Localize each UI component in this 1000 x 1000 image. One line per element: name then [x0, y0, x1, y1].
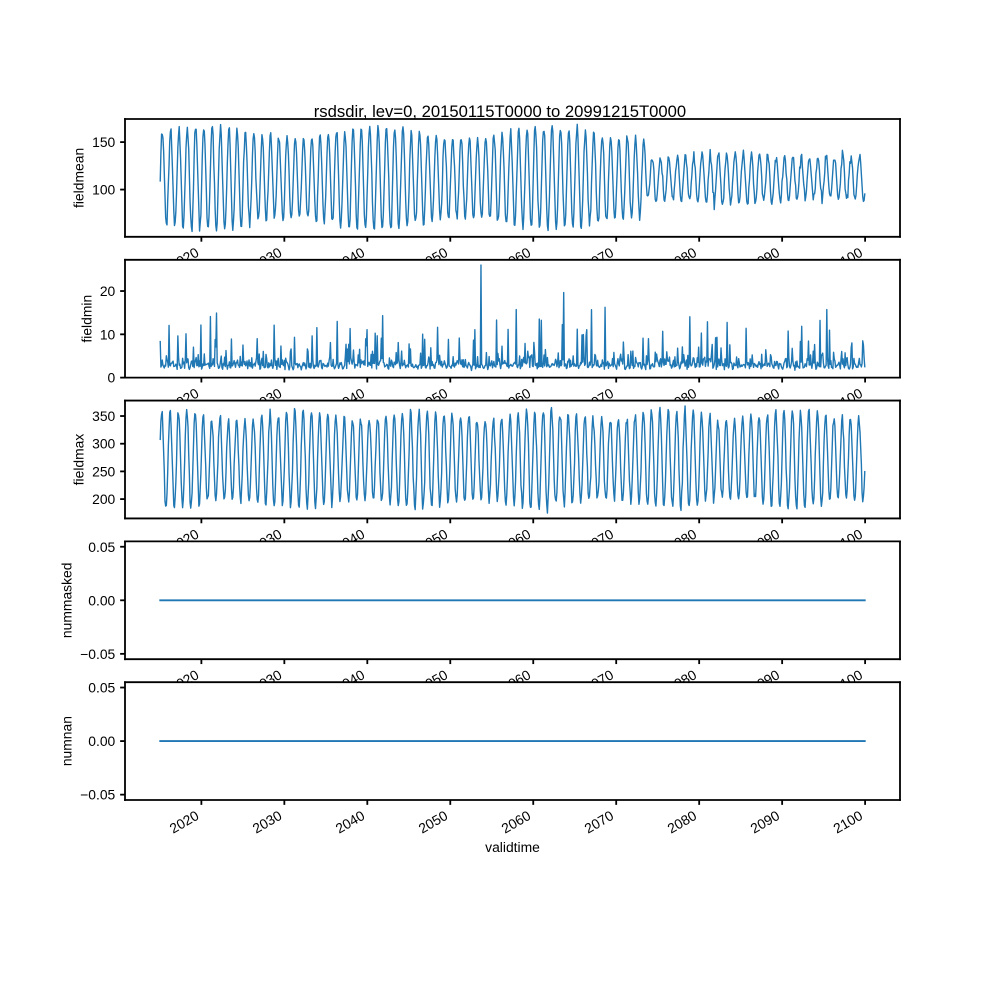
svg-text:fieldmean: fieldmean	[71, 148, 87, 208]
svg-text:fieldmax: fieldmax	[71, 434, 87, 486]
svg-text:350: 350	[92, 408, 115, 424]
svg-text:validtime: validtime	[485, 839, 540, 855]
svg-text:0.05: 0.05	[88, 539, 115, 555]
svg-text:10: 10	[100, 326, 116, 342]
svg-text:numnan: numnan	[59, 716, 75, 766]
svg-text:150: 150	[92, 134, 115, 150]
svg-text:fieldmin: fieldmin	[78, 295, 94, 343]
svg-text:0.05: 0.05	[88, 680, 115, 696]
svg-text:250: 250	[92, 463, 115, 479]
svg-text:0: 0	[108, 370, 116, 386]
svg-text:rsdsdir, lev=0, 20150115T0000: rsdsdir, lev=0, 20150115T0000 to 2099121…	[314, 102, 686, 121]
svg-text:100: 100	[92, 182, 115, 198]
svg-text:−0.05: −0.05	[80, 646, 115, 662]
svg-text:300: 300	[92, 436, 115, 452]
svg-text:nummasked: nummasked	[59, 563, 75, 639]
svg-text:200: 200	[92, 491, 115, 507]
svg-text:20: 20	[100, 283, 116, 299]
svg-text:0.00: 0.00	[88, 733, 115, 749]
svg-text:−0.05: −0.05	[80, 787, 115, 803]
svg-text:0.00: 0.00	[88, 592, 115, 608]
